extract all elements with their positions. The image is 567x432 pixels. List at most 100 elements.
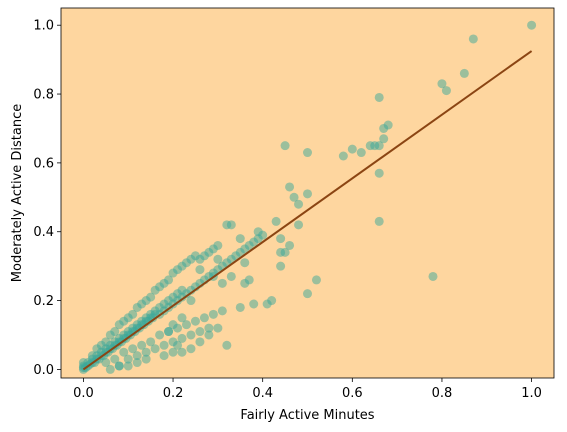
data-point (101, 337, 111, 347)
data-point (186, 344, 196, 354)
data-point (311, 275, 321, 285)
data-point (199, 313, 209, 323)
data-point (190, 316, 200, 326)
data-point (428, 271, 438, 281)
data-point (204, 323, 214, 333)
data-point (186, 330, 196, 340)
data-point (132, 358, 142, 368)
data-point (132, 351, 142, 361)
y-tick-label: 0.8 (33, 88, 54, 103)
data-point (374, 168, 384, 178)
x-axis-ticks: 0.0 0.2 0.4 0.6 0.8 1.0 (73, 378, 542, 401)
data-point (338, 151, 348, 161)
data-point (159, 351, 169, 361)
data-point (146, 337, 156, 347)
x-tick-label: 0.8 (432, 386, 453, 401)
x-tick-label: 0.0 (73, 386, 94, 401)
data-point (101, 358, 111, 368)
data-point (441, 86, 451, 96)
y-axis-label: Moderately Active Distance (10, 104, 25, 282)
data-point (114, 361, 124, 371)
regression-line-layer (82, 50, 533, 371)
data-point (105, 364, 115, 374)
data-point (177, 333, 187, 343)
data-point (164, 327, 174, 337)
data-point (226, 220, 236, 230)
data-point (235, 302, 245, 312)
data-point (119, 347, 129, 357)
x-tick-label: 0.2 (163, 386, 184, 401)
data-point (356, 148, 366, 158)
data-point (285, 240, 295, 250)
x-axis-label: Fairly Active Minutes (240, 408, 374, 423)
data-point (235, 234, 245, 244)
data-point (527, 20, 537, 30)
data-point (208, 309, 218, 319)
data-point (110, 354, 120, 364)
data-point (271, 216, 281, 226)
data-point (294, 220, 304, 230)
data-point (186, 296, 196, 306)
data-point (294, 199, 304, 209)
data-point (177, 313, 187, 323)
data-point (159, 340, 169, 350)
data-point (204, 330, 214, 340)
data-point (240, 258, 250, 268)
data-point (181, 320, 191, 330)
data-point (123, 361, 133, 371)
data-point (262, 299, 272, 309)
data-point (128, 309, 138, 319)
data-point (87, 351, 97, 361)
x-tick-label: 1.0 (521, 386, 542, 401)
y-tick-label: 0.4 (33, 225, 54, 240)
data-point (110, 327, 120, 337)
data-point (276, 247, 286, 257)
data-point (146, 292, 156, 302)
data-point (123, 354, 133, 364)
y-tick-label: 1.0 (33, 19, 54, 34)
data-point (285, 182, 295, 192)
x-tick-label: 0.4 (252, 386, 273, 401)
data-point (137, 340, 147, 350)
data-point (379, 134, 389, 144)
data-point (195, 265, 205, 275)
data-point (303, 148, 312, 158)
data-point (303, 189, 312, 199)
data-point (173, 340, 183, 350)
data-point (217, 278, 227, 288)
data-point (276, 261, 286, 271)
data-point (226, 271, 236, 281)
data-point (213, 240, 223, 250)
data-point (249, 299, 259, 309)
data-point (383, 120, 393, 130)
plot-frame (60, 7, 555, 379)
data-point (374, 92, 384, 102)
data-point (280, 141, 290, 151)
y-axis-ticks: 0.0 0.2 0.4 0.6 0.8 1.0 (33, 19, 61, 378)
data-point (141, 347, 151, 357)
data-point (303, 289, 312, 299)
regression-line (82, 50, 533, 371)
data-point (459, 68, 469, 78)
data-point (347, 144, 357, 154)
data-point (437, 79, 447, 89)
data-point (177, 347, 187, 357)
data-point (374, 216, 384, 226)
data-point (195, 337, 205, 347)
data-point (276, 234, 286, 244)
data-point (213, 323, 223, 333)
y-tick-label: 0.6 (33, 156, 54, 171)
data-point (141, 354, 151, 364)
data-point (168, 347, 178, 357)
data-point (128, 344, 138, 354)
data-point (468, 34, 478, 44)
data-point (164, 275, 174, 285)
x-tick-label: 0.6 (342, 386, 363, 401)
data-point (213, 254, 223, 264)
data-point (195, 327, 205, 337)
data-point (222, 340, 232, 350)
y-tick-label: 0.2 (33, 294, 54, 309)
data-point (253, 227, 263, 237)
